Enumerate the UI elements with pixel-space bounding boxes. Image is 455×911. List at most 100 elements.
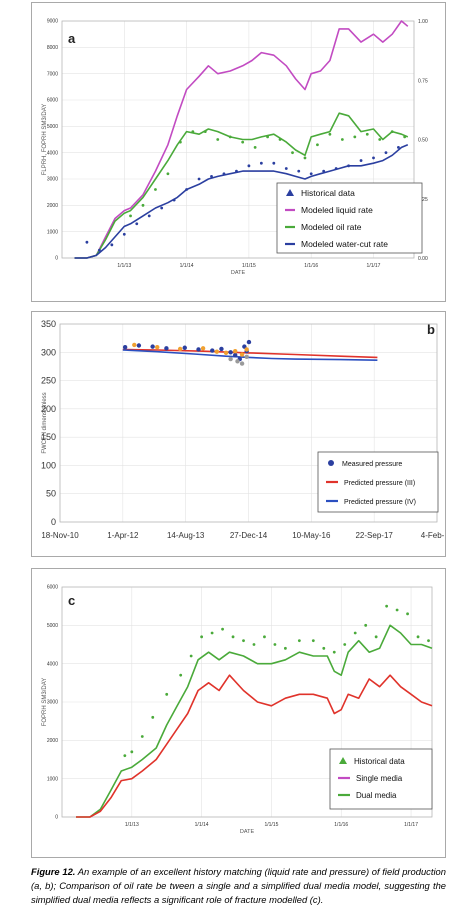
y-tick-label: 200 [41, 404, 56, 414]
legend-label: Historical data [354, 757, 405, 766]
chart-panel-c: 0 1000 2000 3000 4000 5000 6000 1/1/13 1/1/14 1/1… [31, 568, 446, 858]
data-point [110, 243, 114, 247]
data-point [165, 692, 169, 696]
legend-marker [339, 757, 347, 764]
data-point [266, 135, 269, 139]
legend-label: Measured pressure [342, 461, 402, 468]
x-tick-label: 1-Apr-12 [107, 531, 139, 540]
data-point [334, 167, 338, 170]
data-point [123, 754, 127, 758]
y-tick-label: 5000 [47, 623, 58, 629]
data-point [231, 635, 235, 639]
plot-frame [59, 323, 438, 523]
data-point [247, 164, 251, 168]
plot-frame [61, 586, 433, 818]
data-point [378, 138, 382, 141]
data-point [222, 172, 226, 176]
data-point [353, 135, 357, 139]
data-point [172, 198, 176, 202]
y-tick-label: 9000 [47, 19, 58, 25]
data-point [210, 631, 214, 635]
data-point [273, 643, 277, 646]
legend-box [276, 182, 423, 254]
caption-label: Figure 12. [31, 866, 76, 877]
y-axis-title: FLPRH, FOPRH SM3/DAY [42, 104, 48, 176]
data-point [232, 348, 238, 354]
data-point [253, 146, 257, 149]
data-point [372, 156, 375, 160]
x-axis-title: DATE [231, 270, 246, 276]
data-point [135, 222, 139, 226]
chart-a-svg: 0 1000 2000 3000 4000 5000 6000 7000 8000 9000 0.0… [42, 19, 428, 276]
y2-tick-label: 1.00 [418, 19, 428, 25]
data-point [178, 140, 182, 144]
data-point [147, 214, 151, 218]
data-point [232, 352, 238, 358]
data-point [185, 188, 189, 191]
data-point [390, 130, 394, 133]
data-point [179, 673, 183, 677]
data-point [284, 167, 288, 170]
y-tick-label: 4000 [47, 150, 58, 156]
data-point [246, 339, 252, 345]
data-point [297, 169, 301, 173]
panel-label: b [427, 322, 435, 337]
x-tick-label: 1/1/16 [304, 263, 318, 269]
data-point [214, 349, 220, 354]
data-point [239, 352, 245, 357]
legend-label: Modeled liquid rate [301, 205, 373, 215]
data-point [196, 347, 201, 352]
x-tick-label: 18-Nov-10 [41, 531, 79, 540]
x-tick-label: 1/1/15 [242, 263, 256, 269]
panel-label: c [68, 593, 75, 608]
data-point [228, 350, 233, 355]
y-axis-title: FOPRH SM3/DAY [42, 678, 48, 727]
data-point [259, 161, 263, 165]
legend-label: Dual media [356, 791, 397, 800]
x-tick-label: 10-May-16 [292, 531, 331, 540]
y-tick-label: 0 [55, 815, 58, 821]
legend-label: Modeled water-cut rate [301, 239, 388, 249]
data-point [164, 346, 169, 351]
y-tick-label: 6000 [47, 585, 58, 591]
data-point [151, 715, 155, 719]
x-tick-label: 1/1/13 [117, 263, 131, 269]
legend-marker [286, 189, 294, 196]
data-point [406, 612, 409, 616]
data-point [332, 650, 336, 654]
y-axis-title: FWCTH dimensionless [42, 392, 48, 453]
data-point [427, 639, 430, 643]
data-point [140, 735, 144, 738]
data-point [228, 356, 233, 362]
series-line [76, 624, 433, 818]
data-point [303, 156, 307, 160]
data-point [141, 203, 145, 207]
data-point [130, 750, 134, 754]
data-point [129, 214, 132, 218]
legend-label: Predicted pressure (IV) [344, 499, 416, 506]
data-point [353, 631, 357, 635]
y2-tick-label: 0.75 [418, 78, 428, 84]
data-point [385, 604, 389, 608]
y2-tick-label: 0.00 [418, 256, 428, 262]
data-point [384, 151, 388, 155]
chart-panel-b: 0 50 100 150 200 250 300 350 18-Nov-10 1-Apr-12 14… [31, 311, 446, 557]
data-point [309, 172, 313, 176]
data-point [122, 232, 126, 236]
data-point [403, 135, 407, 139]
data-point [166, 172, 170, 176]
series-line [76, 674, 433, 818]
y-tick-label: 3000 [47, 177, 58, 183]
caption-text: An example of an excellent history match… [31, 866, 446, 905]
x-tick-label: 1/1/14 [180, 263, 194, 269]
data-point [359, 159, 363, 162]
data-point [85, 240, 89, 244]
data-point [160, 206, 164, 210]
data-point [316, 143, 319, 147]
data-point [311, 639, 315, 643]
data-point [291, 151, 294, 155]
panel-label: a [68, 31, 76, 46]
data-point [191, 130, 195, 133]
data-point [235, 359, 240, 364]
legend-label: Historical data [301, 188, 355, 198]
